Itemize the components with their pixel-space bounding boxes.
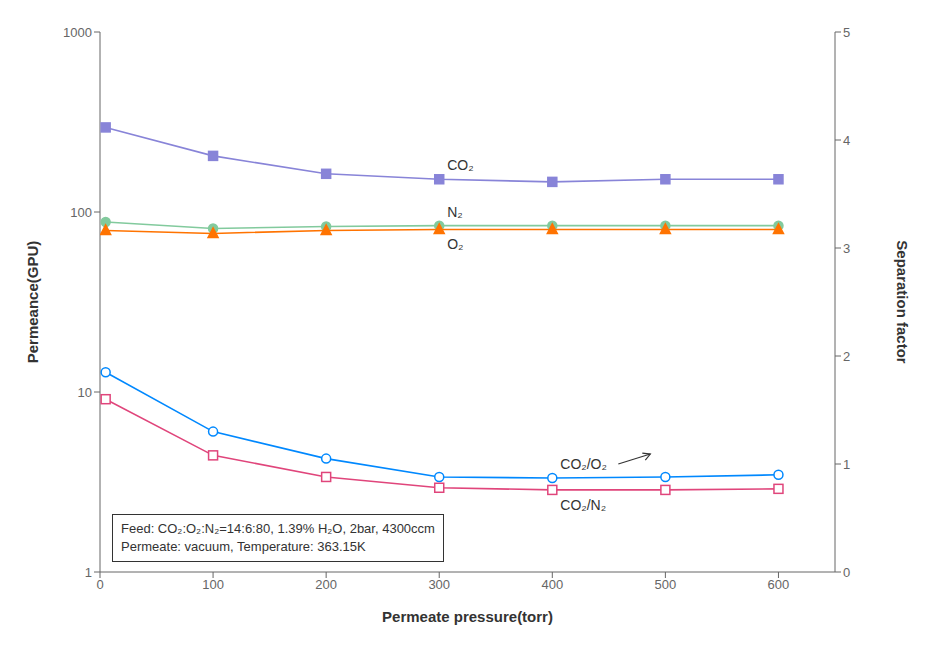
- svg-text:0: 0: [96, 577, 103, 592]
- svg-text:0: 0: [843, 565, 850, 580]
- svg-text:O₂: O₂: [447, 236, 463, 252]
- svg-text:N₂: N₂: [447, 204, 463, 220]
- svg-text:CO₂/N₂: CO₂/N₂: [560, 497, 606, 513]
- svg-text:2: 2: [843, 349, 850, 364]
- html-text:Permeate: vacuum, Temperature:: Permeate: vacuum, Temperature: 363.15K: [121, 539, 366, 554]
- html-text:Feed: CO₂:O₂:N₂=14:6:80, 1.39%: Feed: CO₂:O₂:N₂=14:6:80, 1.39% H₂O, 2bar…: [121, 521, 435, 536]
- svg-text:Permeance(GPU): Permeance(GPU): [24, 241, 41, 364]
- svg-text:4: 4: [843, 133, 850, 148]
- svg-text:3: 3: [843, 241, 850, 256]
- svg-text:600: 600: [768, 577, 790, 592]
- svg-text:400: 400: [541, 577, 563, 592]
- svg-text:300: 300: [428, 577, 450, 592]
- svg-text:100: 100: [70, 205, 92, 220]
- svg-text:CO₂: CO₂: [447, 157, 473, 173]
- svg-text:1000: 1000: [63, 25, 92, 40]
- svg-text:Separation factor: Separation factor: [894, 240, 911, 364]
- svg-text:10: 10: [78, 385, 92, 400]
- svg-text:1: 1: [843, 457, 850, 472]
- svg-text:500: 500: [655, 577, 677, 592]
- svg-text:100: 100: [202, 577, 224, 592]
- svg-text:5: 5: [843, 25, 850, 40]
- svg-text:CO₂/O₂: CO₂/O₂: [560, 456, 607, 472]
- svg-text:1: 1: [85, 565, 92, 580]
- svg-text:Permeate pressure(torr): Permeate pressure(torr): [382, 608, 553, 625]
- svg-text:200: 200: [315, 577, 337, 592]
